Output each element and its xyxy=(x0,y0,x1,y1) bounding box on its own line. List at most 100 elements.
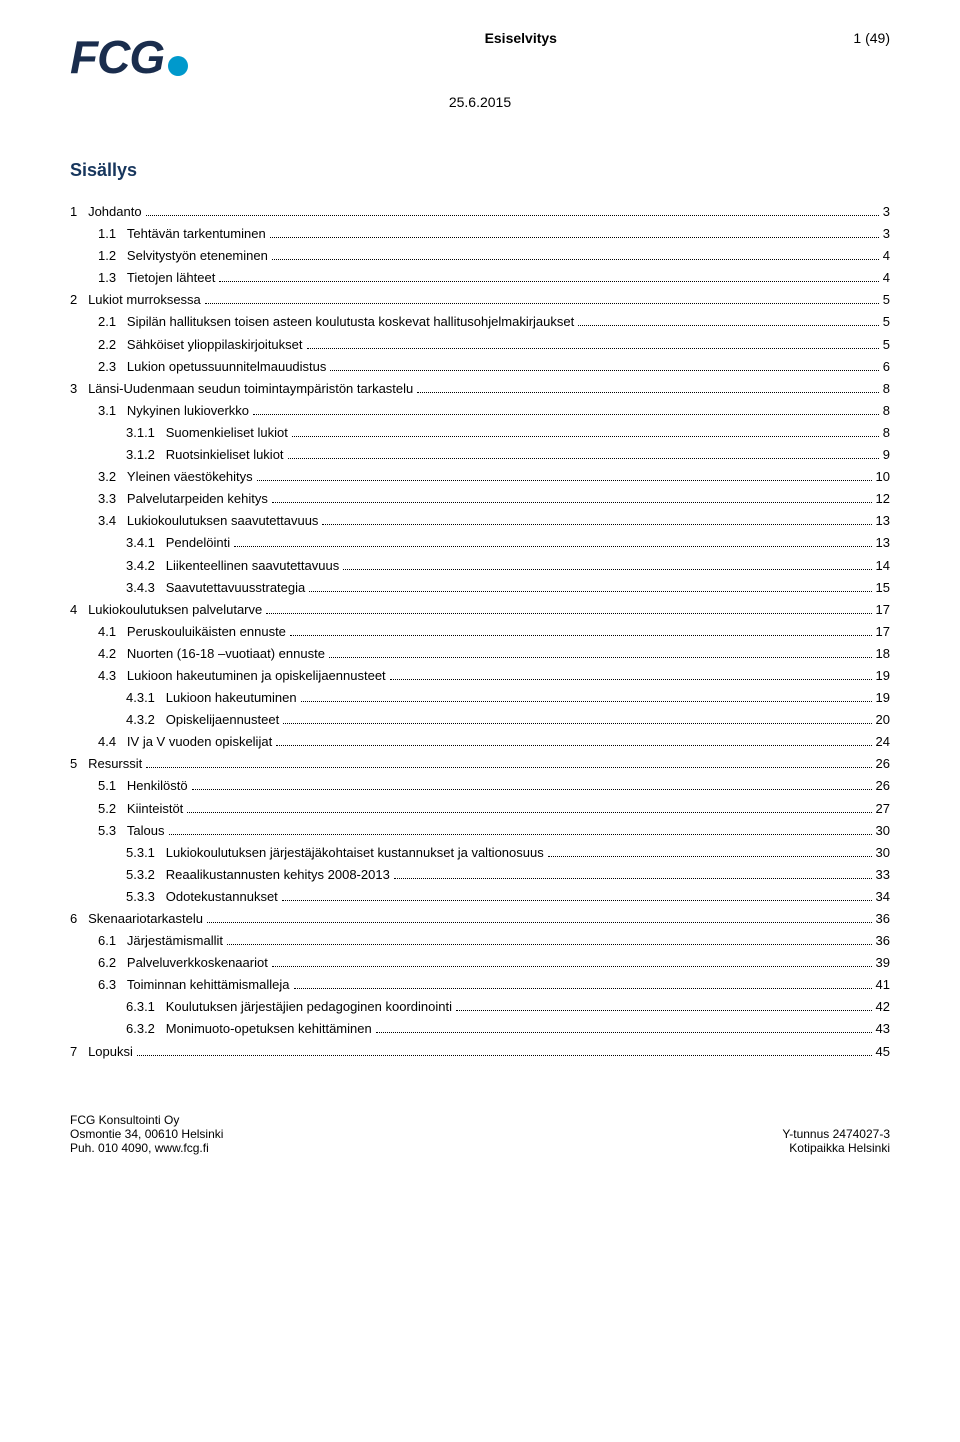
toc-entry-label: 2.2 Sähköiset ylioppilaskirjoitukset xyxy=(98,334,303,356)
toc-dots xyxy=(301,701,872,702)
toc-entry-label: 4.1 Peruskouluikäisten ennuste xyxy=(98,621,286,643)
toc-entry[interactable]: 6.1 Järjestämismallit36 xyxy=(98,930,890,952)
toc-entry[interactable]: 5.3.1 Lukiokoulutuksen järjestäjäkohtais… xyxy=(126,842,890,864)
toc-entry-page: 30 xyxy=(876,842,890,864)
toc-entry-number: 5.1 xyxy=(98,778,116,793)
toc-entry[interactable]: 4.3.2 Opiskelijaennusteet20 xyxy=(126,709,890,731)
toc-dots xyxy=(309,591,871,592)
toc-entry-label: 6 Skenaariotarkastelu xyxy=(70,908,203,930)
toc-entry-label: 3.4.1 Pendelöinti xyxy=(126,532,230,554)
toc-entry-number: 4.4 xyxy=(98,734,116,749)
toc-entry[interactable]: 2 Lukiot murroksessa5 xyxy=(70,289,890,311)
toc-entry[interactable]: 6 Skenaariotarkastelu36 xyxy=(70,908,890,930)
toc-entry[interactable]: 4.2 Nuorten (16-18 –vuotiaat) ennuste18 xyxy=(98,643,890,665)
toc-dots xyxy=(253,414,879,415)
toc-entry[interactable]: 7 Lopuksi45 xyxy=(70,1041,890,1063)
toc-dots xyxy=(343,569,871,570)
toc-entry-title: Opiskelijaennusteet xyxy=(166,712,279,727)
toc-entry-title: Yleinen väestökehitys xyxy=(127,469,253,484)
toc-entry-title: Lukiokoulutuksen järjestäjäkohtaiset kus… xyxy=(166,845,544,860)
toc-entry[interactable]: 1.2 Selvitystyön eteneminen4 xyxy=(98,245,890,267)
toc-entry[interactable]: 6.3.2 Monimuoto-opetuksen kehittäminen43 xyxy=(126,1018,890,1040)
toc-entry-page: 14 xyxy=(876,555,890,577)
toc-entry[interactable]: 3 Länsi-Uudenmaan seudun toimintaympäris… xyxy=(70,378,890,400)
toc-entry-title: Skenaariotarkastelu xyxy=(88,911,203,926)
toc-dots xyxy=(394,878,872,879)
document-date: 25.6.2015 xyxy=(70,94,890,110)
toc-entry[interactable]: 4.3.1 Lukioon hakeutuminen 19 xyxy=(126,687,890,709)
toc-entry-label: 4.2 Nuorten (16-18 –vuotiaat) ennuste xyxy=(98,643,325,665)
toc-entry[interactable]: 6.3.1 Koulutuksen järjestäjien pedagogin… xyxy=(126,996,890,1018)
toc-entry[interactable]: 3.3 Palvelutarpeiden kehitys12 xyxy=(98,488,890,510)
toc-entry[interactable]: 3.4 Lukiokoulutuksen saavutettavuus13 xyxy=(98,510,890,532)
toc-entry-number: 4 xyxy=(70,602,77,617)
toc-entry-number: 5.3.3 xyxy=(126,889,155,904)
toc-entry-number: 7 xyxy=(70,1044,77,1059)
toc-entry-title: Palvelutarpeiden kehitys xyxy=(127,491,268,506)
toc-dots xyxy=(290,635,872,636)
toc-entry-page: 5 xyxy=(883,311,890,333)
toc-entry[interactable]: 3.1 Nykyinen lukioverkko8 xyxy=(98,400,890,422)
toc-entry-label: 5.3.1 Lukiokoulutuksen järjestäjäkohtais… xyxy=(126,842,544,864)
toc-entry-number: 3.1.2 xyxy=(126,447,155,462)
toc-entry[interactable]: 3.2 Yleinen väestökehitys10 xyxy=(98,466,890,488)
toc-entry[interactable]: 4 Lukiokoulutuksen palvelutarve17 xyxy=(70,599,890,621)
toc-entry-page: 15 xyxy=(876,577,890,599)
page-header: FCG Esiselvitys 1 (49) xyxy=(70,30,890,84)
toc-entry[interactable]: 3.4.2 Liikenteellinen saavutettavuus 14 xyxy=(126,555,890,577)
toc-entry-number: 2 xyxy=(70,292,77,307)
toc-entry[interactable]: 4.1 Peruskouluikäisten ennuste17 xyxy=(98,621,890,643)
toc-entry-label: 5.2 Kiinteistöt xyxy=(98,798,183,820)
toc-entry-page: 20 xyxy=(876,709,890,731)
toc-entry[interactable]: 5 Resurssit26 xyxy=(70,753,890,775)
page-indicator: 1 (49) xyxy=(853,30,890,46)
toc-dots xyxy=(288,458,879,459)
toc-entry-label: 1 Johdanto xyxy=(70,201,142,223)
toc-entry-label: 3.4 Lukiokoulutuksen saavutettavuus xyxy=(98,510,318,532)
toc-entry[interactable]: 2.1 Sipilän hallituksen toisen asteen ko… xyxy=(98,311,890,333)
toc-entry-number: 5.3 xyxy=(98,823,116,838)
toc-entry-page: 9 xyxy=(883,444,890,466)
toc-entry-title: Kiinteistöt xyxy=(127,801,183,816)
toc-entry[interactable]: 5.2 Kiinteistöt27 xyxy=(98,798,890,820)
toc-entry-title: Nuorten (16-18 –vuotiaat) ennuste xyxy=(127,646,325,661)
toc-entry-label: 2.1 Sipilän hallituksen toisen asteen ko… xyxy=(98,311,574,333)
toc-entry-page: 19 xyxy=(876,687,890,709)
toc-entry[interactable]: 5.3 Talous30 xyxy=(98,820,890,842)
table-of-contents: 1 Johdanto31.1 Tehtävän tarkentuminen31.… xyxy=(70,201,890,1063)
toc-entry-number: 5.3.1 xyxy=(126,845,155,860)
toc-entry-number: 2.2 xyxy=(98,337,116,352)
toc-entry-title: Lukiokoulutuksen palvelutarve xyxy=(88,602,262,617)
logo-dot-icon xyxy=(168,56,188,76)
toc-entry-title: Tietojen lähteet xyxy=(127,270,215,285)
toc-entry[interactable]: 4.3 Lukioon hakeutuminen ja opiskelijaen… xyxy=(98,665,890,687)
toc-entry[interactable]: 5.3.3 Odotekustannukset34 xyxy=(126,886,890,908)
toc-entry[interactable]: 5.1 Henkilöstö26 xyxy=(98,775,890,797)
toc-entry[interactable]: 2.3 Lukion opetussuunnitelmauudistus6 xyxy=(98,356,890,378)
toc-entry[interactable]: 3.1.2 Ruotsinkieliset lukiot9 xyxy=(126,444,890,466)
toc-entry-title: Järjestämismallit xyxy=(127,933,223,948)
toc-entry[interactable]: 1.3 Tietojen lähteet4 xyxy=(98,267,890,289)
toc-entry[interactable]: 2.2 Sähköiset ylioppilaskirjoitukset5 xyxy=(98,334,890,356)
toc-entry[interactable]: 6.3 Toiminnan kehittämismalleja41 xyxy=(98,974,890,996)
toc-entry-number: 2.1 xyxy=(98,314,116,329)
toc-entry[interactable]: 3.4.1 Pendelöinti13 xyxy=(126,532,890,554)
toc-entry[interactable]: 3.4.3 Saavutettavuusstrategia15 xyxy=(126,577,890,599)
toc-entry-label: 3.4.2 Liikenteellinen saavutettavuus xyxy=(126,555,339,577)
toc-entry[interactable]: 4.4 IV ja V vuoden opiskelijat24 xyxy=(98,731,890,753)
toc-entry[interactable]: 1 Johdanto3 xyxy=(70,201,890,223)
toc-entry[interactable]: 5.3.2 Reaalikustannusten kehitys 2008-20… xyxy=(126,864,890,886)
toc-entry-label: 4.3.1 Lukioon hakeutuminen xyxy=(126,687,297,709)
toc-entry-number: 1.1 xyxy=(98,226,116,241)
toc-entry-title: Lukiot murroksessa xyxy=(88,292,201,307)
toc-entry-title: Länsi-Uudenmaan seudun toimintaympäristö… xyxy=(88,381,413,396)
toc-entry[interactable]: 3.1.1 Suomenkieliset lukiot8 xyxy=(126,422,890,444)
toc-entry-number: 3.4.3 xyxy=(126,580,155,595)
toc-entry[interactable]: 6.2 Palveluverkkoskenaariot39 xyxy=(98,952,890,974)
toc-entry-title: Sähköiset ylioppilaskirjoitukset xyxy=(127,337,303,352)
toc-dots xyxy=(292,436,879,437)
toc-entry-title: Lukioon hakeutuminen ja opiskelijaennust… xyxy=(127,668,386,683)
toc-entry-number: 5.2 xyxy=(98,801,116,816)
toc-entry[interactable]: 1.1 Tehtävän tarkentuminen3 xyxy=(98,223,890,245)
footer-kotipaikka: Kotipaikka Helsinki xyxy=(782,1141,890,1155)
